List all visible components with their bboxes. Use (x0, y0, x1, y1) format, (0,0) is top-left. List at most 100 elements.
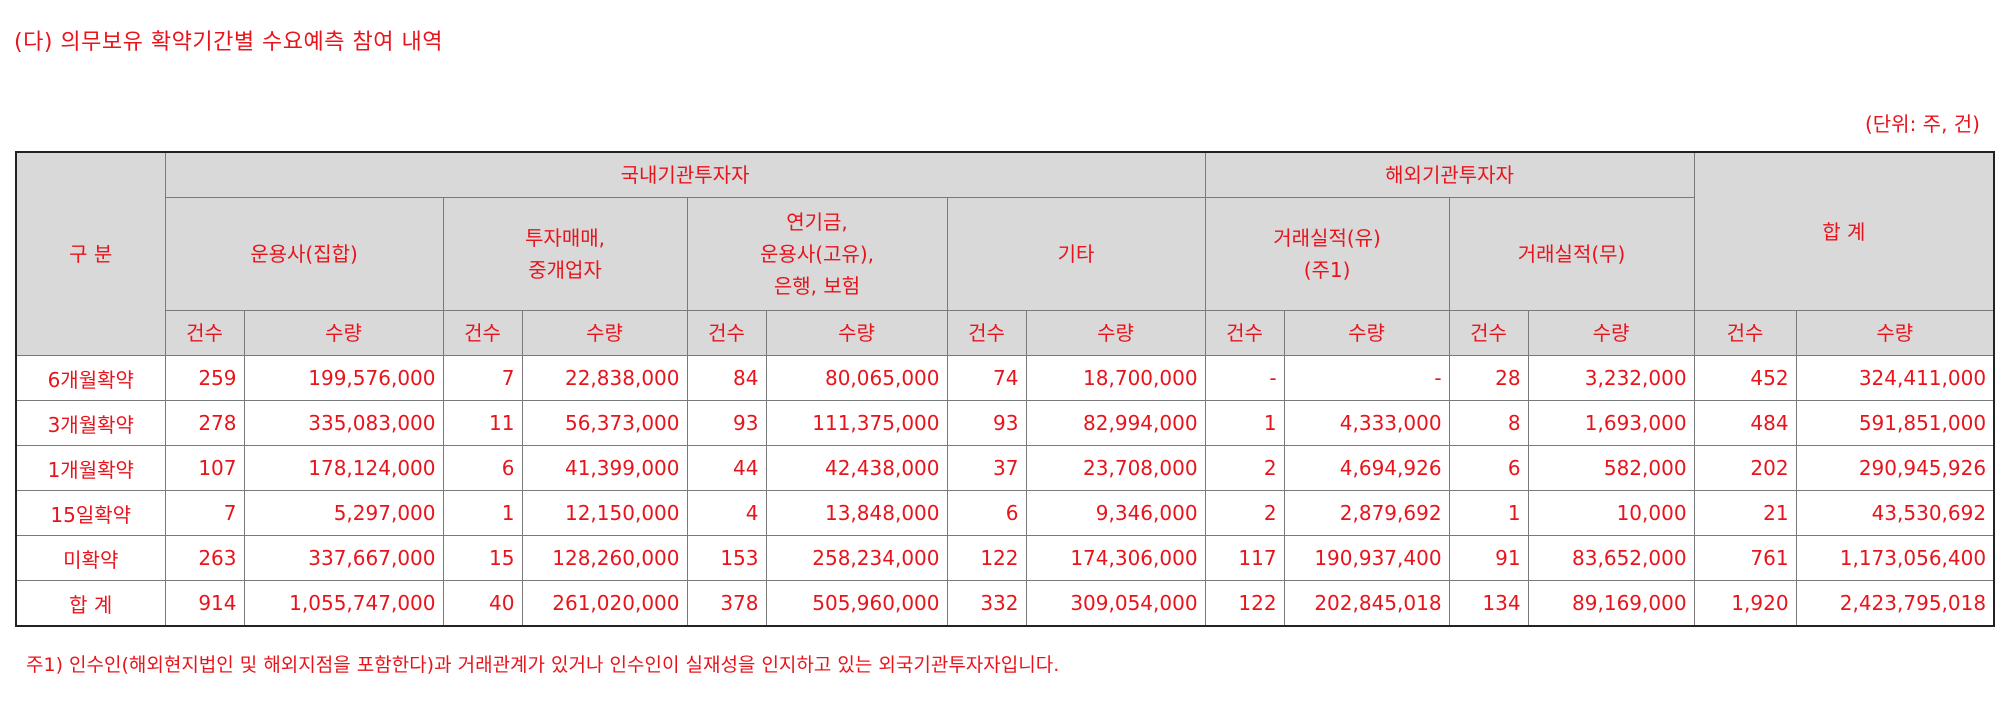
quantity-header: 수량 (1283, 310, 1450, 356)
count-cell: 74 (946, 355, 1027, 401)
count-cell: 1 (442, 490, 523, 536)
count-cell: 6 (1448, 445, 1529, 491)
quantity-cell: 324,411,000 (1795, 355, 1995, 401)
domestic-investor-header: 국내기관투자자 (164, 151, 1206, 198)
quantity-cell: 261,020,000 (521, 580, 688, 627)
quantity-header: 수량 (1795, 310, 1995, 356)
count-cell: 37 (946, 445, 1027, 491)
table-row: 합 계 914 1,055,747,000 40 261,020,000 378 505,9… (15, 580, 1995, 627)
row-label: 3개월확약 (15, 400, 166, 446)
quantity-cell: 337,667,000 (243, 535, 444, 581)
count-cell: 332 (946, 580, 1027, 627)
quantity-cell: 22,838,000 (521, 355, 688, 401)
row-label: 15일확약 (15, 490, 166, 536)
table-row: 미확약 263 337,667,000 15 128,260,000 153 258,234… (15, 535, 1995, 581)
count-cell: 93 (686, 400, 767, 446)
quantity-cell: 2,423,795,018 (1795, 580, 1995, 627)
quantity-cell: 89,169,000 (1527, 580, 1695, 627)
count-cell: 153 (686, 535, 767, 581)
section-title: (다) 의무보유 확약기간별 수요예측 참여 내역 (14, 30, 443, 55)
quantity-cell: 13,848,000 (765, 490, 948, 536)
count-cell: 40 (442, 580, 523, 627)
quantity-cell: - (1283, 355, 1450, 401)
quantity-header: 수량 (1527, 310, 1695, 356)
unit-label: (단위: 주, 건) (1864, 112, 1980, 136)
quantity-header: 수량 (765, 310, 948, 356)
count-header: 건수 (164, 310, 245, 356)
quantity-cell: 41,399,000 (521, 445, 688, 491)
quantity-cell: 23,708,000 (1025, 445, 1206, 491)
count-cell: 2 (1204, 490, 1285, 536)
footnote: 주1) 인수인(해외현지법인 및 해외지점을 포함한다)과 거래관계가 있거나 … (26, 654, 1060, 676)
count-cell: 1 (1448, 490, 1529, 536)
count-cell: 1,920 (1693, 580, 1797, 627)
count-cell: 44 (686, 445, 767, 491)
count-cell: 122 (1204, 580, 1285, 627)
quantity-cell: 56,373,000 (521, 400, 688, 446)
count-cell: 761 (1693, 535, 1797, 581)
row-label: 1개월확약 (15, 445, 166, 491)
quantity-cell: 2,879,692 (1283, 490, 1450, 536)
count-cell: 452 (1693, 355, 1797, 401)
quantity-cell: 43,530,692 (1795, 490, 1995, 536)
count-cell: 134 (1448, 580, 1529, 627)
quantity-cell: 582,000 (1527, 445, 1695, 491)
count-cell: 7 (442, 355, 523, 401)
row-label: 합 계 (15, 580, 166, 627)
group-header: 연기금, 운용사(고유), 은행, 보험 (686, 197, 948, 311)
quantity-cell: 42,438,000 (765, 445, 948, 491)
count-cell: - (1204, 355, 1285, 401)
group-header: 투자매매, 중개업자 (442, 197, 688, 311)
count-cell: 484 (1693, 400, 1797, 446)
demand-forecast-table: 구 분 국내기관투자자 해외기관투자자 합 계 운용사(집합) 투자매매, 중개업… (15, 151, 1996, 627)
total-header: 합 계 (1693, 151, 1995, 311)
quantity-cell: 190,937,400 (1283, 535, 1450, 581)
count-header: 건수 (1693, 310, 1797, 356)
count-cell: 7 (164, 490, 245, 536)
count-cell: 2 (1204, 445, 1285, 491)
count-header: 건수 (686, 310, 767, 356)
quantity-cell: 202,845,018 (1283, 580, 1450, 627)
count-cell: 117 (1204, 535, 1285, 581)
count-cell: 1 (1204, 400, 1285, 446)
count-cell: 91 (1448, 535, 1529, 581)
count-header: 건수 (1204, 310, 1285, 356)
count-cell: 6 (442, 445, 523, 491)
count-cell: 107 (164, 445, 245, 491)
quantity-header: 수량 (243, 310, 444, 356)
row-label: 6개월확약 (15, 355, 166, 401)
quantity-header: 수량 (521, 310, 688, 356)
quantity-cell: 591,851,000 (1795, 400, 1995, 446)
quantity-cell: 10,000 (1527, 490, 1695, 536)
quantity-cell: 199,576,000 (243, 355, 444, 401)
quantity-cell: 4,694,926 (1283, 445, 1450, 491)
quantity-cell: 111,375,000 (765, 400, 948, 446)
count-cell: 28 (1448, 355, 1529, 401)
table-row: 3개월확약 278 335,083,000 11 56,373,000 93 111,375… (15, 400, 1995, 446)
group-header: 거래실적(무) (1448, 197, 1695, 311)
table-row: 15일확약 7 5,297,000 1 12,150,000 4 13,848,000 6 9,… (15, 490, 1995, 536)
quantity-header: 수량 (1025, 310, 1206, 356)
quantity-cell: 290,945,926 (1795, 445, 1995, 491)
table-row: 1개월확약 107 178,124,000 6 41,399,000 44 42,438,0… (15, 445, 1995, 491)
count-cell: 11 (442, 400, 523, 446)
count-cell: 122 (946, 535, 1027, 581)
count-cell: 21 (1693, 490, 1797, 536)
count-cell: 4 (686, 490, 767, 536)
table-row: 6개월확약 259 199,576,000 7 22,838,000 84 80,065,0… (15, 355, 1995, 401)
category-header: 구 분 (15, 151, 166, 356)
foreign-investor-header: 해외기관투자자 (1204, 151, 1695, 198)
count-cell: 914 (164, 580, 245, 627)
quantity-cell: 1,173,056,400 (1795, 535, 1995, 581)
quantity-cell: 80,065,000 (765, 355, 948, 401)
count-cell: 84 (686, 355, 767, 401)
quantity-cell: 9,346,000 (1025, 490, 1206, 536)
quantity-cell: 3,232,000 (1527, 355, 1695, 401)
count-cell: 202 (1693, 445, 1797, 491)
count-cell: 259 (164, 355, 245, 401)
count-cell: 15 (442, 535, 523, 581)
count-cell: 263 (164, 535, 245, 581)
count-cell: 6 (946, 490, 1027, 536)
count-header: 건수 (442, 310, 523, 356)
quantity-cell: 178,124,000 (243, 445, 444, 491)
